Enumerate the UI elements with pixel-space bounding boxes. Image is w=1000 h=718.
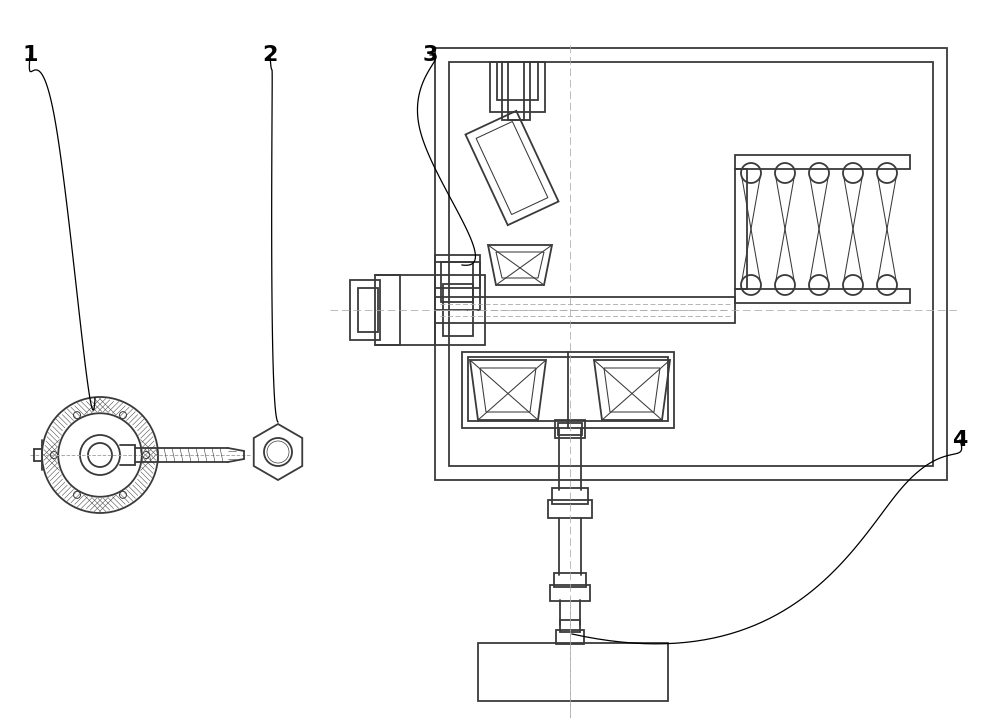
Text: 1: 1 — [22, 45, 38, 65]
Text: 2: 2 — [262, 45, 278, 65]
Text: 4: 4 — [952, 430, 968, 450]
Text: 3: 3 — [422, 45, 438, 65]
